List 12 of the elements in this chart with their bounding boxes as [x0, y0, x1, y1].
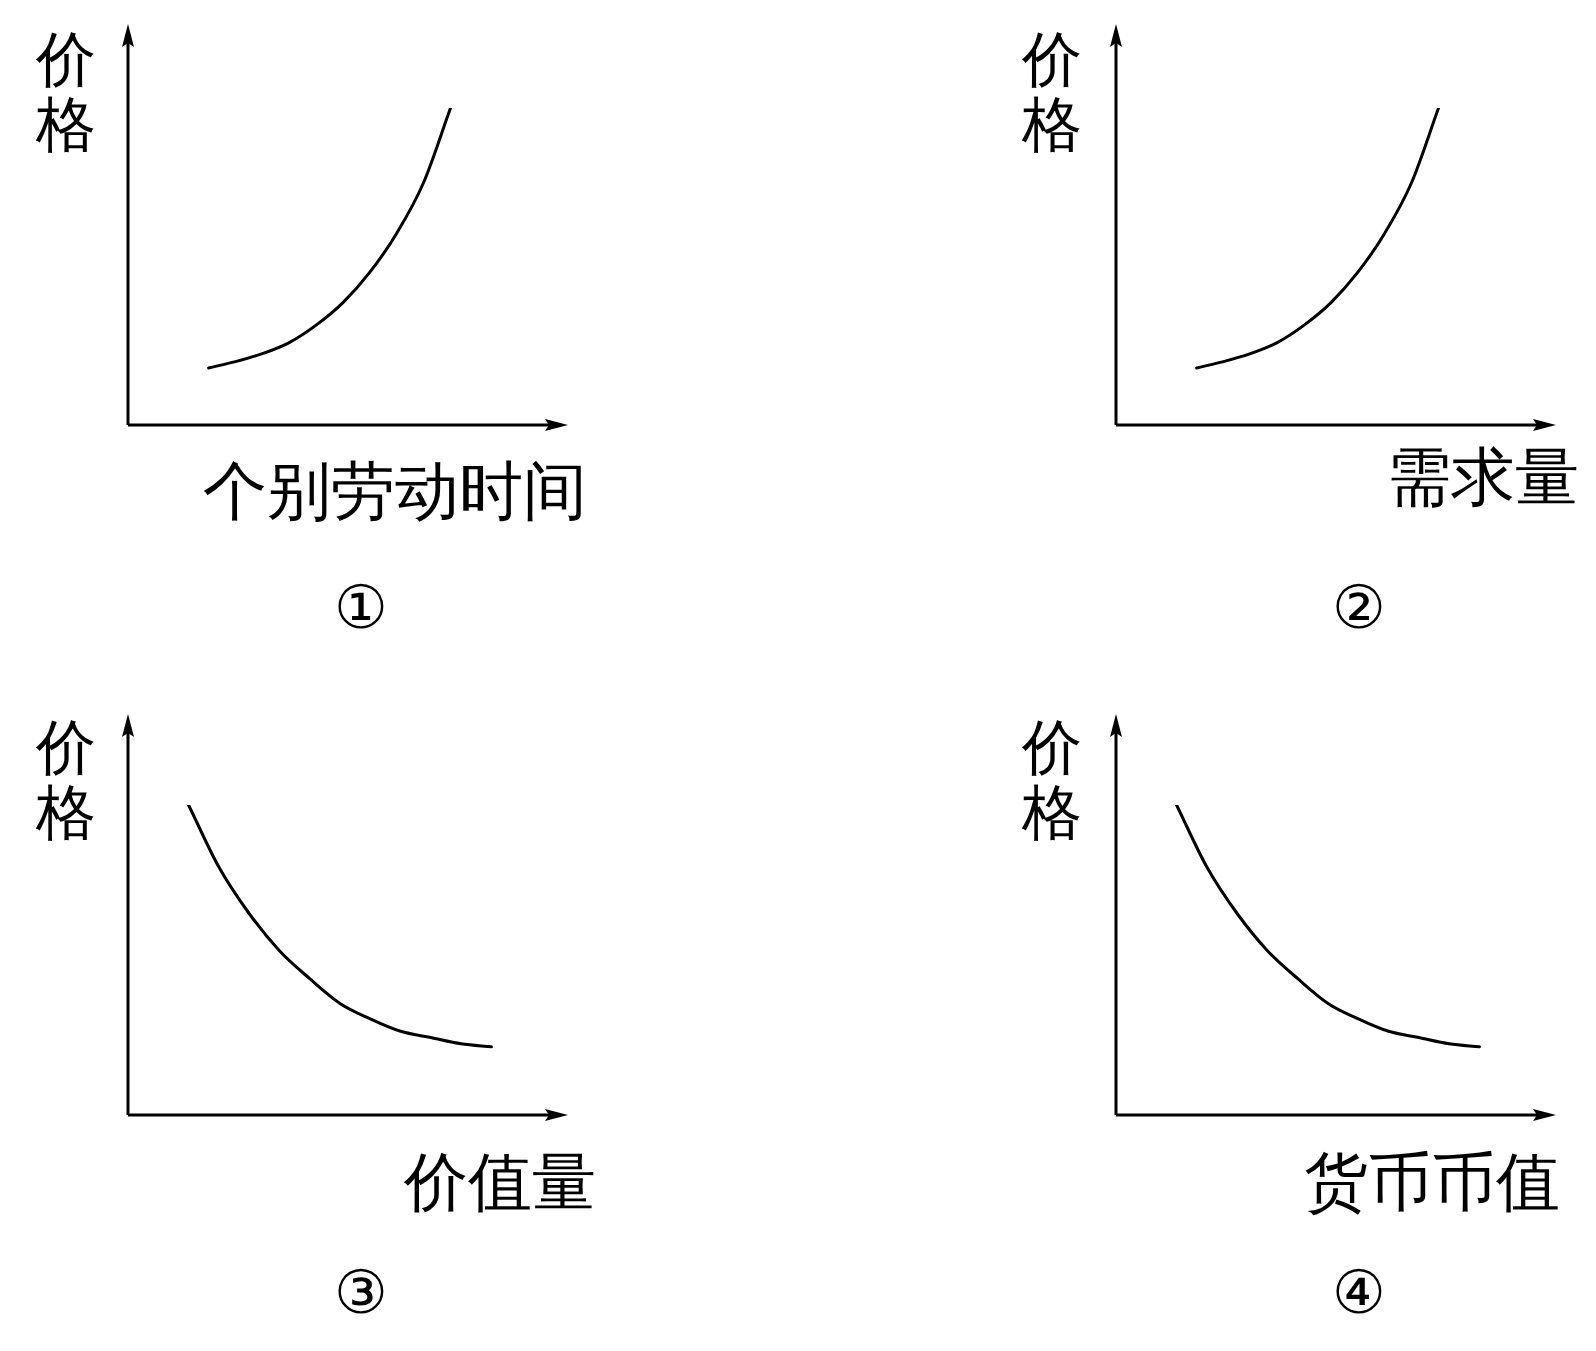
x-axis-title: 货币币值 — [1304, 1147, 1560, 1218]
text: ④ — [1332, 1260, 1386, 1326]
text: ① — [334, 575, 388, 641]
text: ③ — [334, 1260, 388, 1326]
x-axis-title: 需求量 — [1387, 442, 1579, 513]
x-axis-title: 价值量 — [404, 1147, 596, 1218]
y-axis-title: 价格 — [1022, 27, 1082, 158]
y-axis-title: 价格 — [36, 715, 96, 846]
x-axis-title: 个别劳动时间 — [203, 456, 587, 527]
text: ② — [1332, 575, 1386, 641]
y-axis-title: 价格 — [1022, 715, 1082, 846]
y-axis-title: 价格 — [36, 27, 96, 158]
